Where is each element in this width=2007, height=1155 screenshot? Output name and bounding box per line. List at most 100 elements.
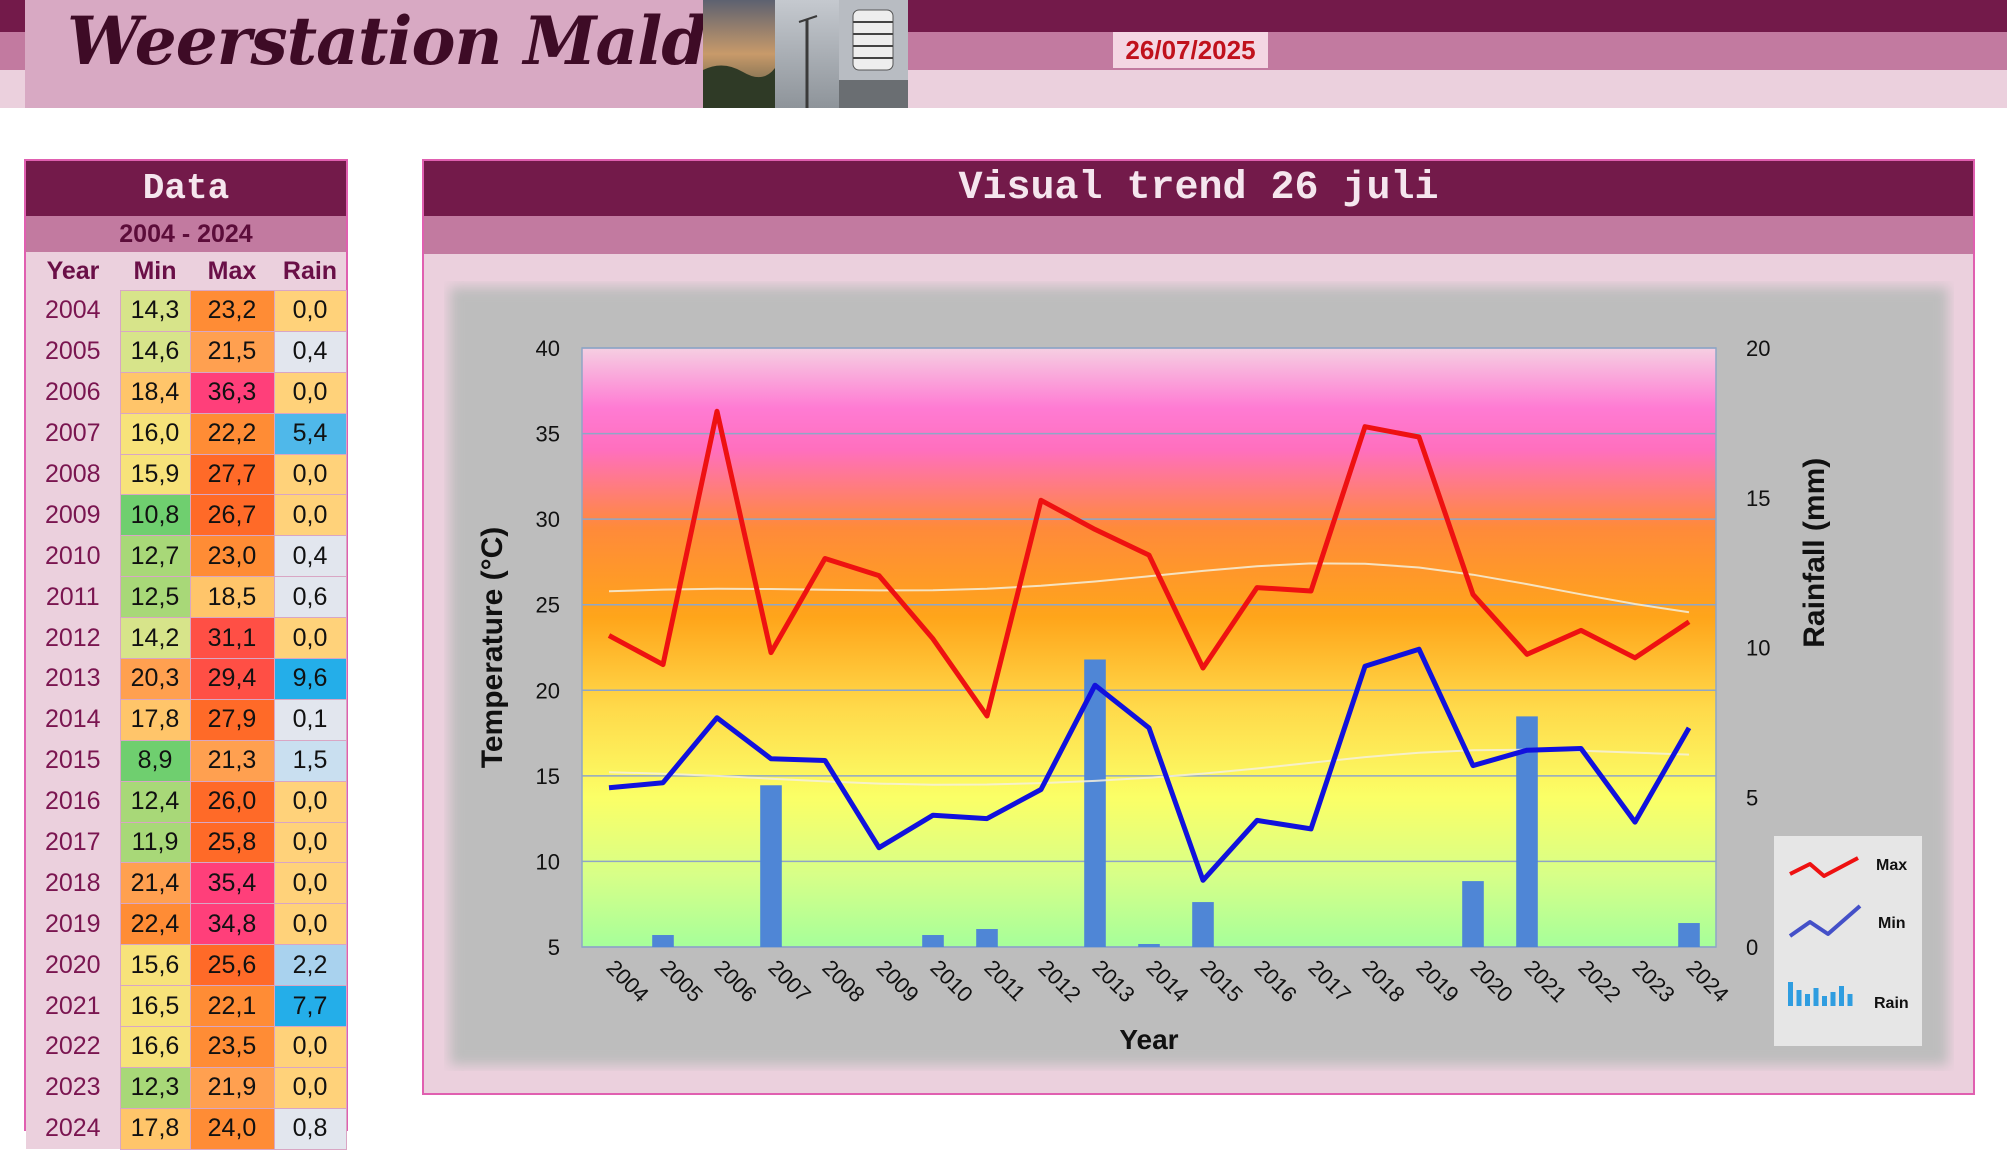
table-row: 2023 12,3 21,9 0,0 [26, 1066, 347, 1109]
table-row: 2009 10,8 26,7 0,0 [26, 494, 347, 537]
cell-rain: 0,4 [273, 535, 347, 578]
cell-max: 26,7 [189, 494, 275, 537]
data-table-body: 2004 14,3 23,2 0,0 2005 14,6 21,5 0,4 2006 18,4 36… [26, 290, 347, 1150]
table-row: 2007 16,0 22,2 5,4 [26, 412, 347, 455]
cell-year: 2016 [26, 781, 120, 823]
table-row: 2014 17,8 27,9 0,1 [26, 698, 347, 741]
table-row: 2010 12,7 23,0 0,4 [26, 535, 347, 578]
cell-year: 2009 [26, 494, 120, 536]
table-row: 2013 20,3 29,4 9,6 [26, 658, 347, 700]
cell-rain: 0,0 [273, 371, 347, 414]
y-tick-label: 10 [536, 849, 560, 874]
cell-min: 15,6 [119, 944, 191, 987]
legend-rain-swatch-bar [1805, 994, 1810, 1006]
cell-year: 2013 [26, 658, 120, 700]
table-row: 2016 12,4 26,0 0,0 [26, 780, 347, 823]
table-row: 2006 18,4 36,3 0,0 [26, 371, 347, 414]
rain-bar [1084, 659, 1106, 947]
cell-year: 2018 [26, 862, 120, 904]
cell-year: 2024 [26, 1108, 120, 1150]
legend-rain-swatch-bar [1830, 992, 1836, 1006]
cell-max: 29,4 [189, 658, 275, 700]
cell-rain: 0,0 [273, 617, 347, 660]
cell-min: 14,6 [119, 330, 191, 373]
cell-max: 22,1 [189, 985, 275, 1028]
legend-rain-swatch-bar [1839, 986, 1844, 1006]
cell-year: 2008 [26, 454, 120, 495]
cell-max: 27,7 [189, 453, 275, 496]
column-header-min: Min [120, 252, 190, 291]
cell-max: 24,0 [189, 1107, 275, 1150]
cell-min: 12,4 [119, 780, 191, 823]
table-row: 2020 15,6 25,6 2,2 [26, 944, 347, 987]
cell-min: 17,8 [119, 1107, 191, 1150]
cell-rain: 0,0 [273, 1066, 347, 1109]
legend-rain-swatch-bar [1788, 982, 1793, 1006]
rain-bar [1462, 881, 1484, 947]
y-tick-label: 30 [536, 507, 560, 532]
data-table: Year Min Max Rain 2004 14,3 23,2 0,0 2005 14,… [26, 252, 347, 1150]
table-row: 2017 11,9 25,8 0,0 [26, 821, 347, 864]
table-row: 2008 15,9 27,7 0,0 [26, 453, 347, 496]
cell-max: 34,8 [189, 903, 275, 946]
cell-year: 2022 [26, 1026, 120, 1068]
cell-rain: 0,8 [273, 1107, 347, 1150]
cell-rain: 9,6 [273, 658, 347, 700]
table-row: 2021 16,5 22,1 7,7 [26, 985, 347, 1028]
cell-max: 26,0 [189, 780, 275, 823]
cell-min: 17,8 [119, 698, 191, 741]
data-panel-title: Data [26, 161, 346, 216]
series-line-min [608, 646, 1692, 883]
cell-max: 21,9 [189, 1066, 275, 1109]
y2-tick-label: 5 [1746, 785, 1758, 810]
y2-tick-label: 10 [1746, 636, 1770, 661]
table-row: 2015 8,9 21,3 1,5 [26, 739, 347, 782]
rain-bar [760, 785, 782, 947]
legend-max-swatch [1789, 856, 1859, 878]
cell-min: 20,3 [119, 658, 191, 700]
cell-min: 21,4 [119, 862, 191, 905]
cell-year: 2015 [26, 740, 120, 782]
cell-max: 36,3 [189, 371, 275, 414]
legend-max-label: Max [1876, 857, 1907, 874]
current-date: 26/07/2025 [1113, 32, 1268, 68]
cell-max: 21,5 [189, 330, 275, 373]
cell-year: 2006 [26, 372, 120, 414]
legend-rain-swatch-bar [1822, 996, 1827, 1006]
cell-rain: 0,1 [273, 698, 347, 741]
x-axis-title: Year [1119, 1024, 1178, 1055]
chart-subtitle-bar [424, 216, 1973, 254]
table-row: 2012 14,2 31,1 0,0 [26, 617, 347, 660]
cell-max: 23,5 [189, 1026, 275, 1068]
cell-year: 2023 [26, 1067, 120, 1109]
legend-rain-swatch-bar [1813, 988, 1819, 1006]
column-header-max: Max [190, 252, 274, 291]
column-header-rain: Rain [274, 252, 346, 291]
y-tick-label: 20 [536, 678, 560, 703]
cell-year: 2010 [26, 535, 120, 577]
table-row: 2004 14,3 23,2 0,0 [26, 290, 347, 332]
cell-max: 25,8 [189, 821, 275, 864]
column-header-year: Year [26, 252, 120, 291]
cell-min: 12,3 [119, 1066, 191, 1109]
legend-rain-swatch-bar [1847, 994, 1853, 1006]
legend-rain-swatch-bar [1796, 990, 1802, 1006]
cell-min: 8,9 [119, 739, 191, 782]
data-panel-range: 2004 - 2024 [26, 216, 346, 252]
cell-max: 35,4 [189, 862, 275, 905]
cell-min: 16,0 [119, 412, 191, 455]
y2-tick-label: 0 [1746, 935, 1758, 960]
cell-year: 2019 [26, 903, 120, 945]
cell-year: 2007 [26, 413, 120, 455]
cell-year: 2004 [26, 290, 120, 332]
table-row: 2019 22,4 34,8 0,0 [26, 903, 347, 946]
y2-tick-label: 15 [1746, 486, 1770, 511]
cell-year: 2011 [26, 576, 120, 618]
chart-title: Visual trend 26 juli [424, 161, 1973, 216]
weather-station-photo [703, 0, 908, 108]
y2-axis-title: Rainfall (mm) [1798, 458, 1831, 648]
table-row: 2018 21,4 35,4 0,0 [26, 862, 347, 905]
chart-panel: Visual trend 26 juli 5 10 15 20 25 30 35 40 0 5 10… [422, 159, 1975, 1095]
y2-tick-label: 20 [1746, 336, 1770, 361]
